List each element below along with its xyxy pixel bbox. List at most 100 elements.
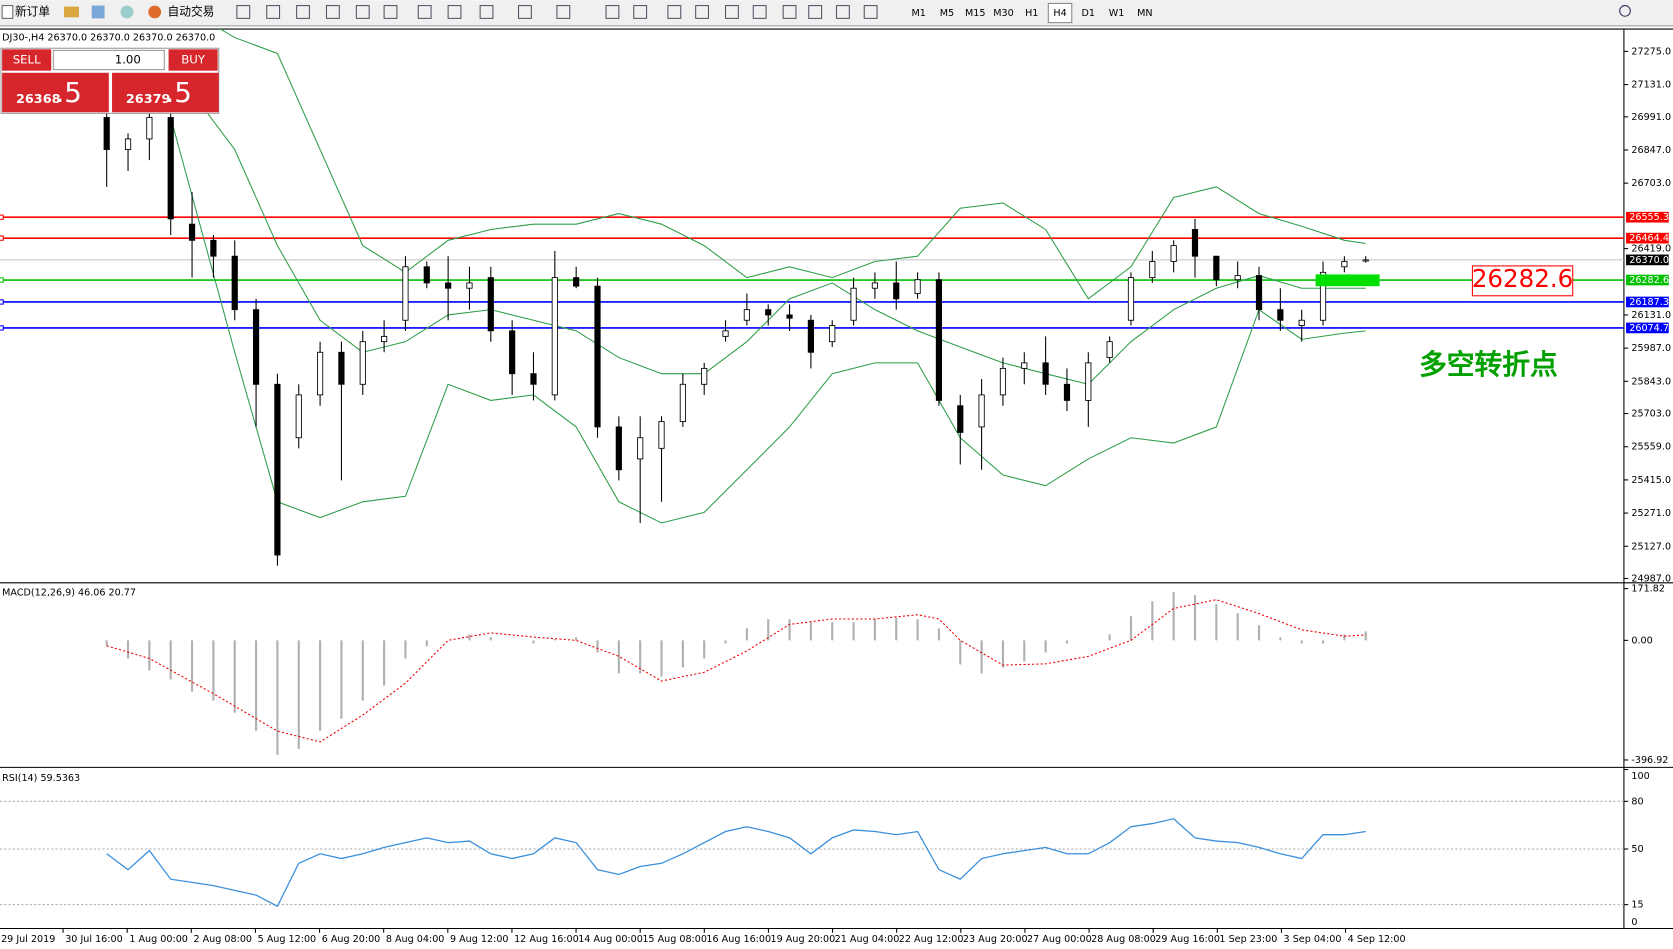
sell-button[interactable] <box>2 49 52 71</box>
tool-icon[interactable] <box>695 5 709 19</box>
x-tick-label: 9 Aug 12:00 <box>450 934 509 945</box>
candle-body <box>957 405 964 433</box>
timeframe-button[interactable]: D1 <box>1082 8 1096 19</box>
buy-label[interactable]: BUY <box>181 52 206 66</box>
tool-icon[interactable] <box>556 5 571 19</box>
tool-icon[interactable] <box>605 5 620 19</box>
candle-body <box>1106 341 1113 358</box>
y-tick-label: 25559.0 <box>1631 442 1671 453</box>
level-handle <box>0 299 4 305</box>
x-tick-label: 2 Aug 08:00 <box>193 934 252 945</box>
sell-label[interactable]: SELL <box>13 52 41 66</box>
timeframe-button[interactable]: MN <box>1137 8 1152 19</box>
x-tick-label: 22 Aug 12:00 <box>899 934 964 945</box>
tool-icon[interactable] <box>782 5 797 19</box>
candle-body <box>743 309 750 321</box>
level-handle <box>0 214 4 220</box>
level-label-bg <box>1626 274 1669 286</box>
candle-body <box>1362 259 1369 262</box>
callout-price: 26282.6 <box>1472 264 1573 293</box>
sell-price-box[interactable] <box>2 72 109 113</box>
tool-icon[interactable] <box>266 5 281 19</box>
timeframe-button[interactable]: M5 <box>940 8 954 19</box>
candle-body <box>466 282 473 289</box>
y-tick-label: -396.92 <box>1631 755 1668 766</box>
tool-icon[interactable] <box>355 5 370 19</box>
level-label: 26187.3 <box>1629 297 1669 308</box>
candle-body <box>1170 245 1177 262</box>
tool-icon[interactable] <box>863 5 878 19</box>
timeframe-button[interactable]: M1 <box>911 8 925 19</box>
x-tick-label: 21 Aug 04:00 <box>835 934 900 945</box>
x-tick-label: 29 Aug 16:00 <box>1155 934 1220 945</box>
candle-body <box>1149 261 1156 279</box>
candle-body <box>1191 229 1199 257</box>
tool-icon[interactable] <box>91 5 105 19</box>
level-label: 26074.7 <box>1629 323 1669 334</box>
level-handle <box>0 277 4 283</box>
x-tick-label: 29 Jul 2019 <box>1 934 55 945</box>
candle-body <box>487 277 494 332</box>
candle-body <box>509 330 516 375</box>
new-order-button[interactable]: 新订单 <box>15 4 50 18</box>
sell-price: 26368 <box>16 92 61 107</box>
symbol-label: DJ30-,H4 26370.0 26370.0 26370.0 26370.0 <box>2 33 215 44</box>
timeframe-button[interactable]: H4 <box>1053 8 1066 19</box>
candle-body <box>295 394 302 439</box>
y-tick-label: 26703.0 <box>1631 178 1671 189</box>
buy-price-fraction: .5 <box>165 76 191 109</box>
y-tick-label: 24987.0 <box>1631 574 1671 585</box>
price-chart <box>0 29 1624 566</box>
x-tick-label: 14 Aug 00:00 <box>578 934 643 945</box>
y-tick-label: 26419.0 <box>1631 244 1671 255</box>
candle-body <box>252 309 260 385</box>
candle-body <box>381 335 388 343</box>
search-icon[interactable] <box>1619 5 1631 17</box>
tool-icon[interactable] <box>383 5 398 19</box>
timeframe-button[interactable]: M30 <box>993 8 1014 19</box>
lot-value[interactable]: 1.00 <box>115 52 141 66</box>
tool-icon[interactable] <box>808 5 823 19</box>
tool-icon[interactable] <box>518 5 532 19</box>
tool-icon[interactable] <box>325 5 340 19</box>
candle-body <box>722 330 729 337</box>
tool-icon[interactable] <box>835 5 850 19</box>
level-label-bg <box>1626 211 1669 223</box>
tool-icon[interactable] <box>479 5 494 19</box>
tool-icon[interactable] <box>120 5 134 19</box>
candle-body <box>1298 319 1305 326</box>
candle-body <box>637 437 644 460</box>
tool-icon[interactable] <box>236 5 251 19</box>
buy-price-box[interactable] <box>112 72 219 113</box>
tool-icon[interactable] <box>417 5 432 19</box>
bollinger-middle <box>170 63 1366 385</box>
timeframe-button[interactable]: M15 <box>965 8 985 19</box>
tool-icon[interactable] <box>633 5 648 19</box>
buy-button[interactable] <box>168 49 218 71</box>
candle-body <box>573 277 580 287</box>
tool-icon[interactable] <box>447 5 462 19</box>
macd-panel <box>105 592 1367 755</box>
tool-icon[interactable] <box>667 5 682 19</box>
tool-icon[interactable] <box>296 5 310 19</box>
candle-body <box>786 314 793 319</box>
buy-price: 26379 <box>126 92 171 107</box>
candle-body <box>423 266 430 284</box>
timeframe-button[interactable]: H1 <box>1025 8 1038 19</box>
auto-trade-button[interactable]: 自动交易 <box>168 4 215 18</box>
tool-icon[interactable] <box>64 6 79 18</box>
active-timeframe <box>1047 2 1073 24</box>
lot-input[interactable] <box>52 49 165 71</box>
candle-body <box>274 383 281 556</box>
tool-icon[interactable] <box>725 5 739 19</box>
new-order-icon[interactable] <box>1 5 14 19</box>
level-handle <box>0 325 4 331</box>
macd-signal <box>106 599 1366 743</box>
y-tick-label: 25987.0 <box>1631 343 1671 354</box>
x-tick-label: 19 Aug 20:00 <box>771 934 836 945</box>
bollinger-lower <box>170 117 1366 524</box>
tool-icon[interactable] <box>752 5 767 19</box>
timeframe-button[interactable]: W1 <box>1109 8 1125 19</box>
auto-trade-icon[interactable] <box>148 5 162 19</box>
